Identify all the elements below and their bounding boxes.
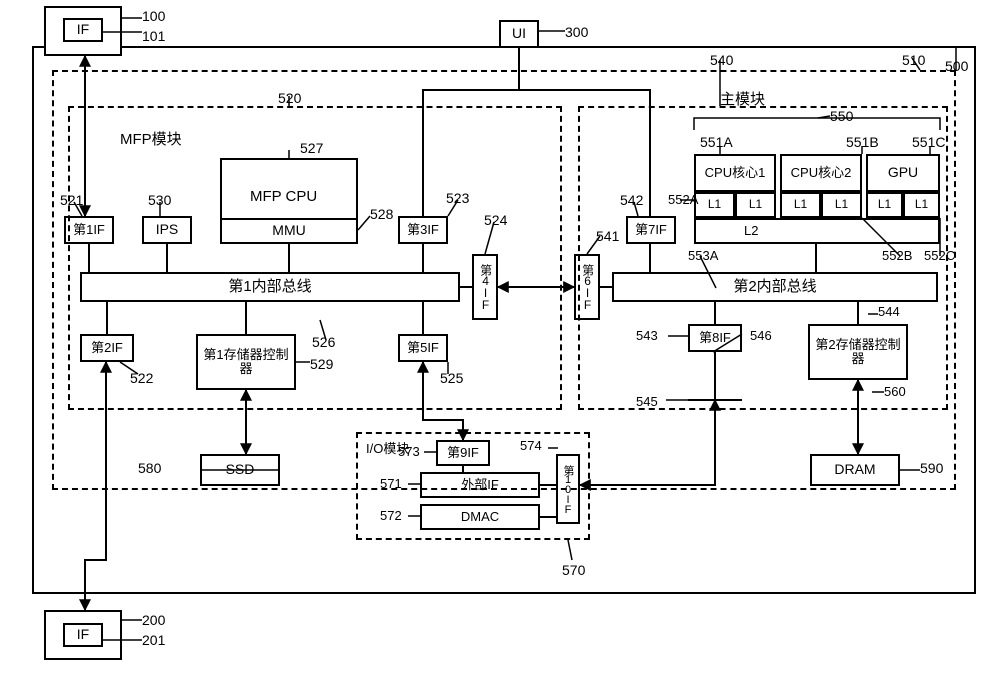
mfp-module — [68, 106, 562, 410]
ref-300: 300 — [565, 24, 588, 40]
ref-100: 100 — [142, 8, 165, 24]
ui-box: UI — [499, 20, 539, 48]
ref-101: 101 — [142, 28, 165, 44]
ext-if-bot-inner: IF — [63, 623, 103, 647]
ref-201: 201 — [142, 632, 165, 648]
main-module — [578, 106, 948, 410]
io-module — [356, 432, 590, 540]
diagram-canvas: 500 510 IF 100 101 IF 200 201 UI 300 MFP… — [0, 0, 1000, 677]
ref-200: 200 — [142, 612, 165, 628]
ref-510: 510 — [902, 52, 925, 68]
ref-570: 570 — [562, 562, 585, 578]
ref-540: 540 — [710, 52, 733, 68]
ext-if-top-inner: IF — [63, 18, 103, 42]
